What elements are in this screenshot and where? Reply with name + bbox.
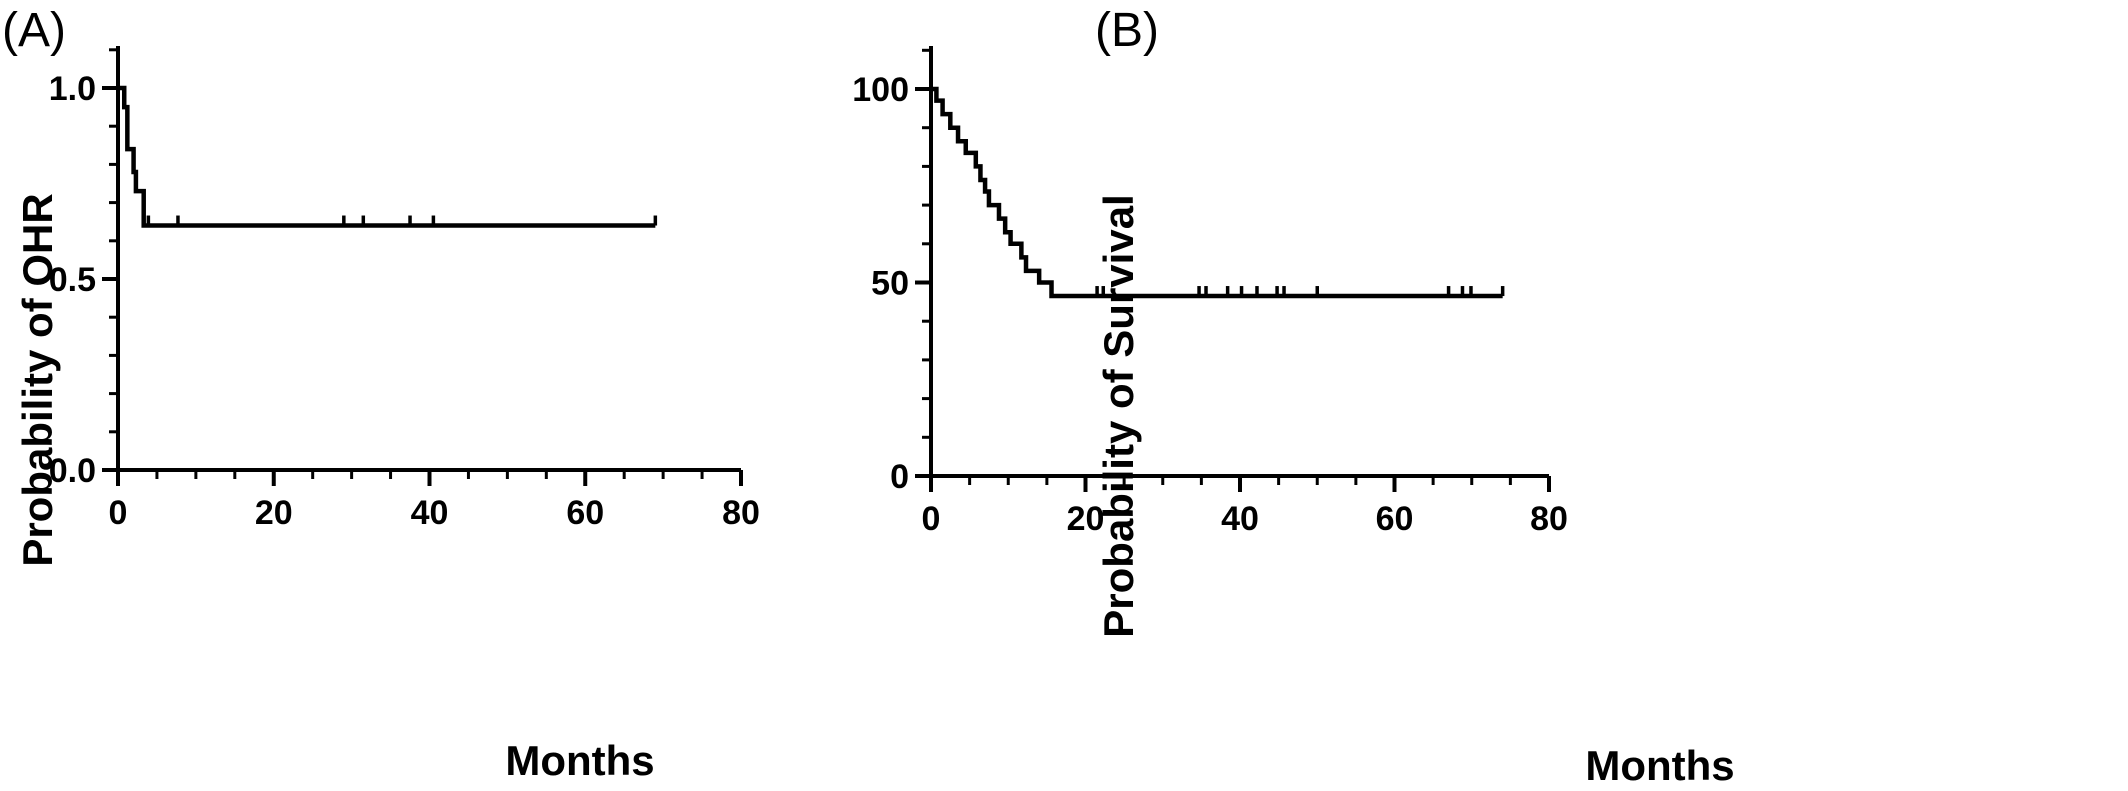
panel-b: (B) Probability of Survival Months 0 50 10… — [852, 4, 1734, 789]
panel-b-y-tick-label: 100 — [852, 71, 909, 109]
panel-a-x-tick-label: 80 — [722, 494, 760, 532]
panel-a-label: (A) — [2, 4, 66, 57]
panel-b-x-tick-label: 80 — [1530, 500, 1568, 538]
panel-a-x-axis-title: Months — [505, 737, 654, 784]
panel-a-survival-curve — [118, 85, 656, 228]
panel-b-x-tick-label: 0 — [922, 500, 941, 538]
panel-a-y-axis-title: Probability of OHR — [14, 193, 61, 566]
panel-a-x-tick-label: 0 — [109, 494, 128, 532]
panel-a: (A) Probability of OHR Months 0.00.51.00… — [2, 4, 760, 784]
panel-a-x-tick-label: 40 — [411, 494, 449, 532]
panel-a-y-tick-label: 1.0 — [49, 70, 96, 108]
panel-b-y-tick-label: 50 — [871, 265, 909, 303]
panel-b-label: (B) — [1095, 4, 1159, 57]
panel-a-axes: 0.0 0.5 1.0 0 20 40 60 80 — [49, 46, 760, 532]
panel-b-y-tick-label: 0 — [890, 458, 909, 496]
panel-b-x-axis-title: Months — [1585, 742, 1734, 789]
panel-a-y-tick-label: 0.0 — [49, 452, 96, 490]
panel-b-x-tick-label: 40 — [1221, 500, 1259, 538]
panel-b-x-tick-label: 20 — [1067, 500, 1105, 538]
panel-b-x-tick-label: 60 — [1376, 500, 1414, 538]
panel-b-axes: 0 50 100 0 20 40 60 80 — [852, 46, 1568, 538]
panel-a-y-tick-label: 0.5 — [49, 261, 96, 299]
panel-a-x-tick-label: 60 — [566, 494, 604, 532]
panel-b-y-axis-title: Probability of Survival — [1095, 194, 1142, 637]
panel-b-plot — [931, 86, 1505, 299]
panel-a-plot — [118, 85, 658, 228]
panel-b-survival-curve — [931, 86, 1503, 299]
panel-a-x-tick-label: 20 — [255, 494, 293, 532]
